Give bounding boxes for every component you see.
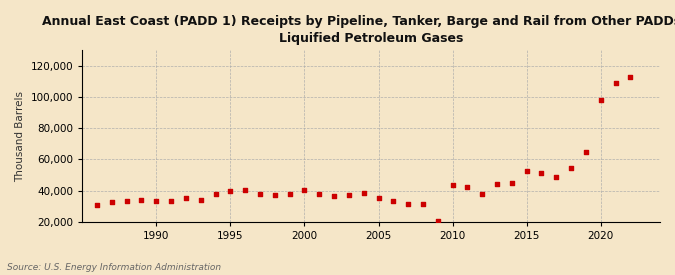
Point [595,98,606,102]
Point [225,188,236,193]
Point [122,199,132,203]
Point [373,196,384,200]
Point [477,191,487,196]
Point [299,188,310,192]
Point [491,181,502,186]
Point [433,219,443,223]
Point [462,185,472,189]
Point [92,202,103,207]
Y-axis label: Thousand Barrels: Thousand Barrels [15,90,25,182]
Point [107,200,117,204]
Point [610,81,621,85]
Point [195,198,206,202]
Point [506,181,517,185]
Point [448,183,458,187]
Point [566,166,576,170]
Point [180,196,191,200]
Point [329,194,340,198]
Point [210,191,221,196]
Point [551,174,562,179]
Point [344,193,354,197]
Title: Annual East Coast (PADD 1) Receipts by Pipeline, Tanker, Barge and Rail from Oth: Annual East Coast (PADD 1) Receipts by P… [43,15,675,45]
Point [240,188,250,192]
Point [165,199,176,204]
Point [418,202,429,206]
Point [388,199,399,203]
Point [254,191,265,196]
Point [580,149,591,154]
Point [284,191,295,196]
Point [151,199,162,203]
Point [358,191,369,195]
Point [521,169,532,173]
Point [625,75,636,79]
Point [136,198,147,202]
Text: Source: U.S. Energy Information Administration: Source: U.S. Energy Information Administ… [7,263,221,272]
Point [314,191,325,196]
Point [403,202,414,206]
Point [269,193,280,197]
Point [536,170,547,175]
